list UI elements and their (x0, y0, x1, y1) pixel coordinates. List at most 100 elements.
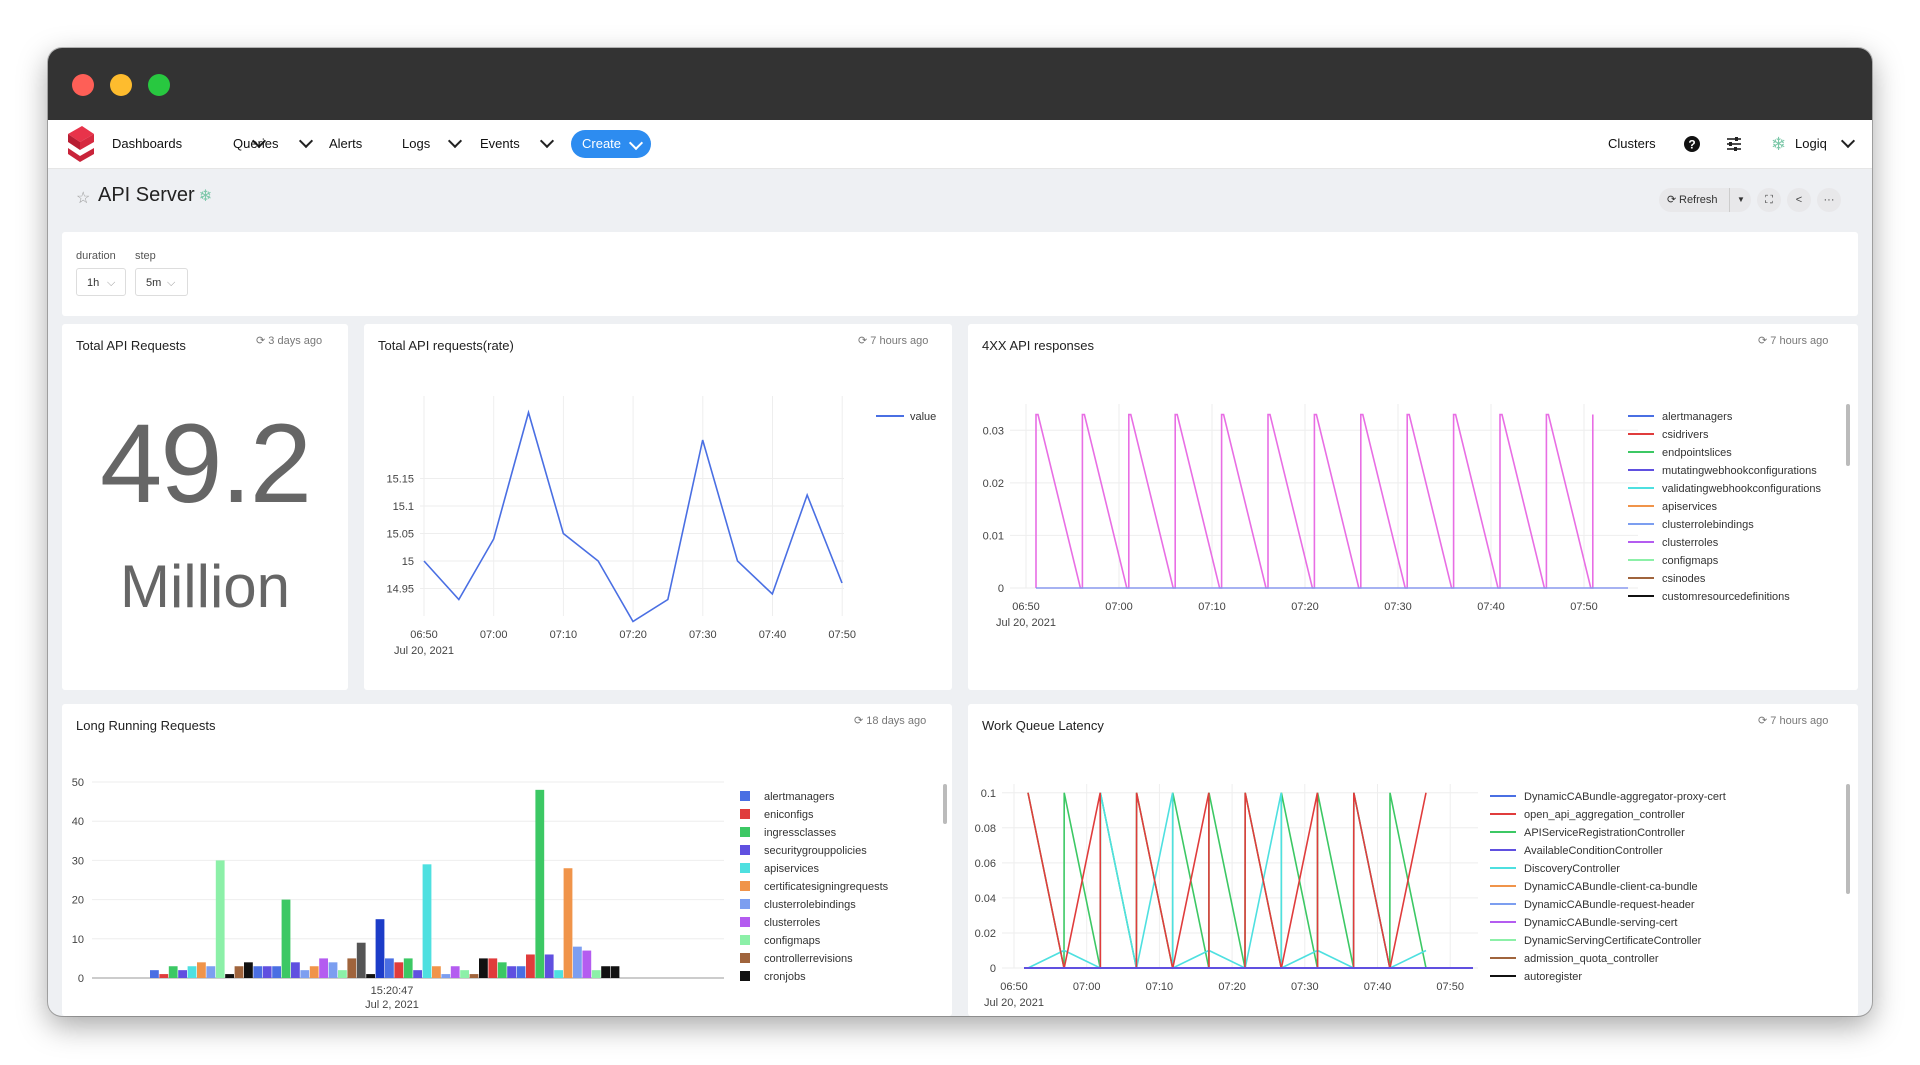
bar (554, 970, 563, 978)
panel-updated-text: 3 days ago (268, 335, 323, 347)
sliders-icon[interactable] (1725, 135, 1743, 153)
bar (394, 962, 404, 978)
x-tick-label: 15:20:47 (371, 985, 414, 997)
refresh-label: Refresh (1679, 194, 1718, 206)
duration-select[interactable]: 1h ⌵ (76, 268, 126, 296)
maximize-window-button[interactable] (148, 74, 170, 96)
nav-clusters[interactable]: Clusters (1608, 120, 1656, 168)
y-tick-label: 40 (72, 816, 84, 828)
legend-entry: admission_quota_controller (1524, 953, 1659, 965)
panel-4xx-responses: 4XX API responses ⟳ 7 hours ago 0 0.01 0.0… (968, 324, 1858, 690)
duration-value: 1h (87, 277, 100, 289)
bar (262, 966, 272, 978)
x-tick-label: 07:00 (1105, 601, 1133, 613)
bar (225, 974, 234, 978)
nav-events[interactable]: Events (480, 120, 555, 168)
x-tick-label: 07:30 (1384, 601, 1412, 613)
bar (150, 970, 159, 978)
favorite-star-icon[interactable]: ☆ (76, 190, 91, 207)
step-select[interactable]: 5m ⌵ (135, 268, 188, 296)
legend-entry: mutatingwebhookconfigurations (1662, 465, 1817, 477)
legend-entry: DynamicCABundle-aggregator-proxy-cert (1524, 791, 1726, 803)
x-tick-label: 07:50 (1570, 601, 1598, 613)
bar (422, 864, 432, 978)
legend-entry: csidrivers (1662, 429, 1709, 441)
snowflake-avatar-icon: ❄ (1771, 134, 1787, 154)
panel-long-running: Long Running Requests ⟳ 18 days ago 0 10 2… (62, 704, 952, 1016)
y-tick-label: 15.05 (386, 529, 414, 541)
bar (178, 970, 187, 978)
legend-entry: apiservices (1662, 501, 1718, 513)
refresh-small-icon: ⟳ (854, 715, 867, 727)
create-button[interactable]: Create (571, 130, 651, 158)
bar (328, 962, 338, 978)
refresh-button[interactable]: ⟳ Refresh ▼ (1659, 188, 1751, 212)
long-running-chart[interactable]: 0 10 20 30 40 50 15:20:47 Jul 2, 2021 alertmanag… (62, 704, 952, 1016)
help-icon[interactable]: ? (1684, 136, 1700, 152)
legend-entry: DiscoveryController (1524, 863, 1620, 875)
y-tick-label: 30 (72, 855, 84, 867)
nav-events-label: Events (480, 136, 520, 151)
nav-dashboards[interactable]: Dashboards (112, 120, 267, 168)
x-tick-label: 06:50 (410, 629, 438, 641)
caret-down-icon[interactable]: ▼ (1737, 195, 1745, 204)
panel-updated-text: 7 hours ago (1770, 335, 1829, 347)
bar (300, 970, 310, 978)
nav-clusters-label: Clusters (1608, 136, 1656, 151)
legend-scrollbar[interactable] (943, 784, 947, 824)
share-icon[interactable]: < (1787, 188, 1811, 212)
bar (601, 966, 610, 978)
4xx-chart[interactable]: 0 0.01 0.02 0.03 06:50 07:00 07:10 07:20 07:30 07… (968, 324, 1858, 690)
nav-queries[interactable]: Queries (233, 120, 314, 168)
legend-scrollbar[interactable] (1846, 404, 1850, 466)
legend-swatch (740, 971, 750, 981)
chevron-down-icon: ⌵ (167, 277, 176, 289)
legend-entry: validatingwebhookconfigurations (1662, 483, 1821, 495)
x-tick-label: 07:00 (480, 629, 508, 641)
bar (403, 958, 413, 978)
bar (526, 954, 535, 978)
svg-text:?: ? (1688, 138, 1695, 152)
y-tick-label: 0 (998, 583, 1004, 595)
chevron-down-icon (539, 133, 555, 149)
work-queue-chart[interactable]: 0 0.02 0.04 0.06 0.08 0.1 06:50 07:00 07:10 07:20… (968, 704, 1858, 1016)
rate-chart[interactable]: 14.95 15 15.05 15.1 15.15 06:50 07:00 07:10 07:2… (364, 324, 952, 690)
series-line-4xx (1035, 413, 1594, 589)
nav-logs[interactable]: Logs (402, 120, 463, 168)
more-options-icon[interactable]: ··· (1817, 188, 1841, 212)
nav-queries-label: Queries (233, 136, 279, 151)
bar (385, 958, 394, 978)
nav-logs-label: Logs (402, 136, 431, 151)
bar (610, 966, 620, 978)
y-tick-label: 0.02 (983, 478, 1004, 490)
legend-entry: DynamicServingCertificateController (1524, 935, 1702, 947)
close-window-button[interactable] (72, 74, 94, 96)
x-date-label: Jul 20, 2021 (394, 645, 454, 657)
fullscreen-icon[interactable]: ⛶ (1757, 188, 1781, 212)
chevron-down-icon (1840, 133, 1856, 149)
bar (535, 789, 545, 978)
bar (356, 942, 366, 978)
x-date-label: Jul 20, 2021 (984, 997, 1044, 1009)
x-tick-label: 07:10 (1146, 981, 1174, 993)
duration-label: duration (76, 250, 116, 262)
legend-entry: DynamicCABundle-request-header (1524, 899, 1695, 911)
panel-title: Total API requests(rate) (378, 338, 514, 353)
counter-value: 49.2 (100, 401, 312, 526)
legend-scrollbar[interactable] (1846, 784, 1850, 894)
bar (272, 966, 281, 978)
legend-entry: DynamicCABundle-serving-cert (1524, 917, 1677, 929)
nav-alerts[interactable]: Alerts (329, 120, 362, 168)
legend-swatch (740, 809, 750, 819)
panel-total-api-requests: Total API Requests ⟳ 3 days ago 49.2 Mil… (62, 324, 348, 690)
x-tick-label: 07:50 (1436, 981, 1464, 993)
logiq-logo[interactable] (64, 126, 98, 162)
y-tick-label: 50 (72, 777, 84, 789)
legend-entry: controllerrevisions (764, 953, 853, 965)
top-navbar: Dashboards Queries Alerts Logs Events Cr… (48, 120, 1872, 169)
panel-updated: ⟳ 7 hours ago (858, 334, 928, 347)
minimize-window-button[interactable] (110, 74, 132, 96)
legend-swatch (740, 953, 750, 963)
nav-alerts-label: Alerts (329, 136, 363, 151)
legend-entry: clusterroles (1662, 537, 1719, 549)
